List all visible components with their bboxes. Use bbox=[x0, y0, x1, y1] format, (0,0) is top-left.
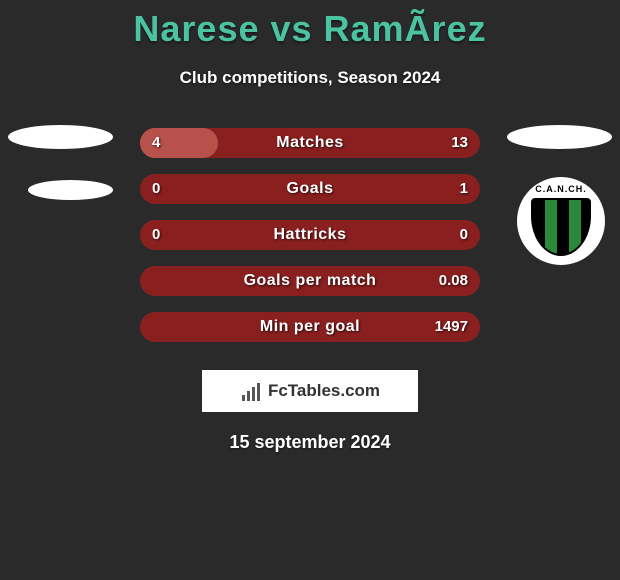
stat-bar: 0 Hattricks 0 bbox=[140, 220, 480, 250]
stat-label: Hattricks bbox=[140, 220, 480, 250]
stat-label: Matches bbox=[140, 128, 480, 158]
stat-label: Goals per match bbox=[140, 266, 480, 296]
stat-bar: 4 Matches 13 bbox=[140, 128, 480, 158]
subtitle: Club competitions, Season 2024 bbox=[0, 68, 620, 88]
brand-text: FcTables.com bbox=[268, 381, 380, 401]
stat-right-value: 0 bbox=[460, 220, 468, 250]
stat-right-value: 13 bbox=[451, 128, 468, 158]
stat-bar: Min per goal 1497 bbox=[140, 312, 480, 342]
stat-row-goals: 0 Goals 1 bbox=[0, 174, 620, 220]
stat-row-hattricks: 0 Hattricks 0 bbox=[0, 220, 620, 266]
page-title: Narese vs RamÃ­rez bbox=[0, 0, 620, 50]
stat-row-goals-per-match: Goals per match 0.08 bbox=[0, 266, 620, 312]
stat-row-min-per-goal: Min per goal 1497 bbox=[0, 312, 620, 358]
stat-right-value: 1497 bbox=[435, 312, 468, 342]
stat-row-matches: 4 Matches 13 bbox=[0, 128, 620, 174]
stat-label: Goals bbox=[140, 174, 480, 204]
stat-right-value: 0.08 bbox=[439, 266, 468, 296]
brand-chart-icon bbox=[240, 381, 262, 401]
date-text: 15 september 2024 bbox=[0, 432, 620, 453]
stat-right-value: 1 bbox=[460, 174, 468, 204]
brand-box[interactable]: FcTables.com bbox=[202, 370, 418, 412]
stat-label: Min per goal bbox=[140, 312, 480, 342]
stat-bar: Goals per match 0.08 bbox=[140, 266, 480, 296]
stat-bar: 0 Goals 1 bbox=[140, 174, 480, 204]
stats-container: 4 Matches 13 0 Goals 1 0 Hattricks 0 Goa… bbox=[0, 128, 620, 358]
